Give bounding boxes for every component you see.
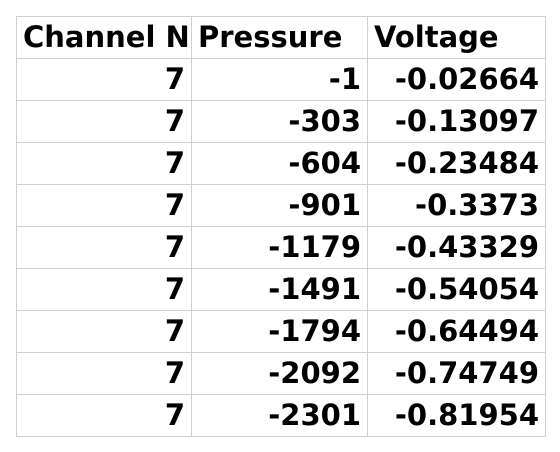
cell-channel[interactable]: 7 — [17, 59, 192, 101]
table-row: 7 -1 -0.02664 — [17, 59, 546, 101]
cell-pressure[interactable]: -2301 — [192, 395, 368, 437]
header-cell-voltage[interactable]: Voltage — [368, 17, 546, 59]
cell-channel[interactable]: 7 — [17, 227, 192, 269]
table-row: 7 -1794 -0.64494 — [17, 311, 546, 353]
cell-voltage[interactable]: -0.23484 — [368, 143, 546, 185]
cell-channel[interactable]: 7 — [17, 185, 192, 227]
cell-voltage[interactable]: -0.74749 — [368, 353, 546, 395]
cell-pressure[interactable]: -604 — [192, 143, 368, 185]
table-row: 7 -2301 -0.81954 — [17, 395, 546, 437]
cell-channel[interactable]: 7 — [17, 353, 192, 395]
cell-pressure[interactable]: -1794 — [192, 311, 368, 353]
spreadsheet-region: Channel N Pressure Voltage 7 -1 -0.02664… — [16, 16, 545, 436]
cell-pressure[interactable]: -2092 — [192, 353, 368, 395]
table-row: 7 -604 -0.23484 — [17, 143, 546, 185]
cell-voltage[interactable]: -0.43329 — [368, 227, 546, 269]
cell-voltage[interactable]: -0.02664 — [368, 59, 546, 101]
table-row: 7 -1179 -0.43329 — [17, 227, 546, 269]
table-row: 7 -2092 -0.74749 — [17, 353, 546, 395]
cell-pressure[interactable]: -901 — [192, 185, 368, 227]
header-cell-channel[interactable]: Channel N — [17, 17, 192, 59]
cell-pressure[interactable]: -1491 — [192, 269, 368, 311]
cell-channel[interactable]: 7 — [17, 143, 192, 185]
cell-voltage[interactable]: -0.13097 — [368, 101, 546, 143]
header-cell-pressure[interactable]: Pressure — [192, 17, 368, 59]
cell-voltage[interactable]: -0.64494 — [368, 311, 546, 353]
cell-pressure[interactable]: -1179 — [192, 227, 368, 269]
cell-voltage[interactable]: -0.54054 — [368, 269, 546, 311]
cell-voltage[interactable]: -0.81954 — [368, 395, 546, 437]
cell-pressure[interactable]: -1 — [192, 59, 368, 101]
header-row: Channel N Pressure Voltage — [17, 17, 546, 59]
cell-channel[interactable]: 7 — [17, 269, 192, 311]
cell-channel[interactable]: 7 — [17, 311, 192, 353]
data-table: Channel N Pressure Voltage 7 -1 -0.02664… — [16, 16, 546, 437]
cell-channel[interactable]: 7 — [17, 101, 192, 143]
table-row: 7 -1491 -0.54054 — [17, 269, 546, 311]
table-row: 7 -303 -0.13097 — [17, 101, 546, 143]
table-row: 7 -901 -0.3373 — [17, 185, 546, 227]
cell-voltage[interactable]: -0.3373 — [368, 185, 546, 227]
cell-channel[interactable]: 7 — [17, 395, 192, 437]
cell-pressure[interactable]: -303 — [192, 101, 368, 143]
